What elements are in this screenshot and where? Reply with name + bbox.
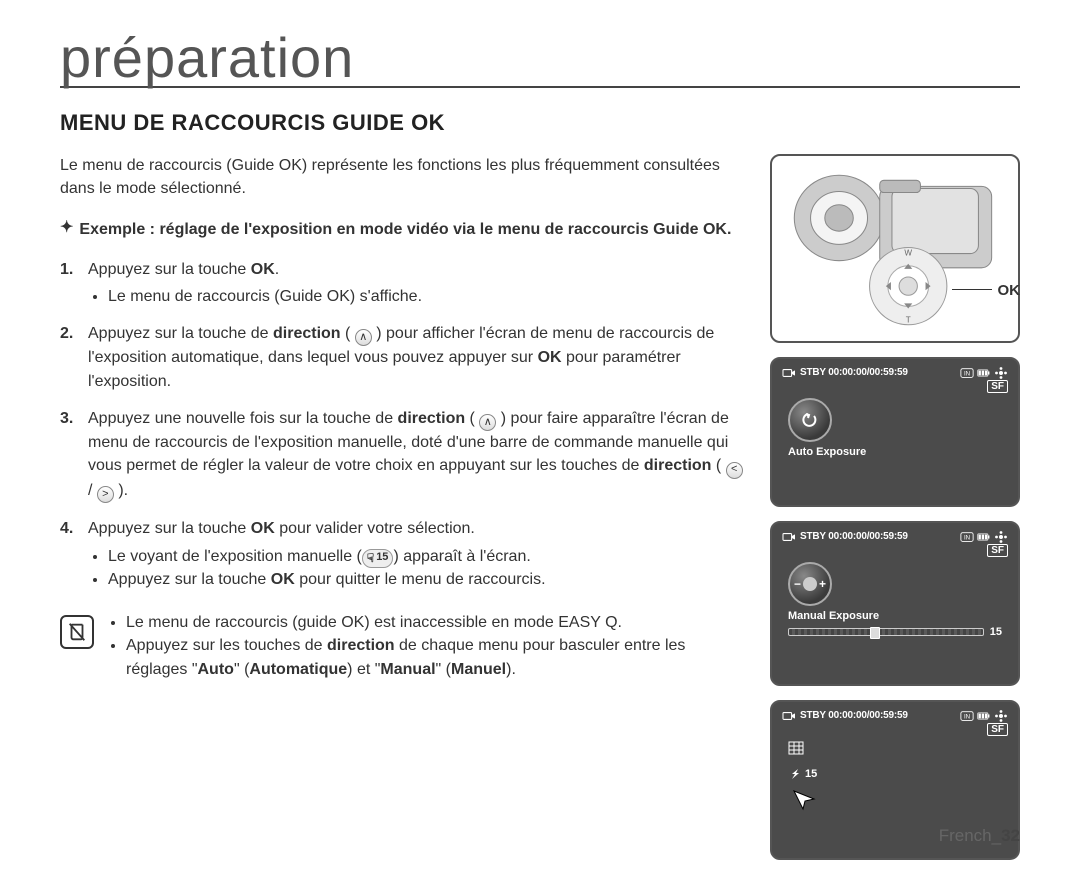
intro-text: Le menu de raccourcis (Guide OK) représe… <box>60 154 750 200</box>
svg-text:W: W <box>904 249 912 258</box>
memory-icon: IN <box>960 531 974 543</box>
memory-icon: IN <box>960 710 974 722</box>
screen-manual-exposure: STBY 00:00:00/00:59:59 IN SF −+ Manual E… <box>770 521 1020 686</box>
step-1: 1. Appuyez sur la touche OK. Le menu de … <box>60 258 750 308</box>
return-button <box>788 398 832 442</box>
section-heading: MENU DE RACCOURCIS GUIDE OK <box>60 110 1020 136</box>
svg-text:IN: IN <box>964 714 970 721</box>
grid-icon <box>788 741 804 755</box>
camera-icon <box>782 531 796 543</box>
exposure-value: 15 <box>990 626 1002 638</box>
flower-icon <box>994 710 1008 722</box>
flower-icon <box>994 367 1008 379</box>
manual-exposure-icon: ☟15 <box>362 549 394 568</box>
exposure-slider <box>788 628 984 636</box>
camera-icon <box>782 710 796 722</box>
plus-minus-button: −+ <box>788 562 832 606</box>
cursor-icon <box>792 789 818 811</box>
step-2: 2. Appuyez sur la touche de direction ( … <box>60 322 750 393</box>
up-arrow-icon: ∧ <box>479 414 496 431</box>
step-4: 4. Appuyez sur la touche OK pour valider… <box>60 517 750 591</box>
right-arrow-icon: > <box>97 486 114 503</box>
sf-badge: SF <box>987 380 1008 393</box>
screen-auto-exposure: STBY 00:00:00/00:59:59 IN SF Auto Exposu… <box>770 357 1020 507</box>
svg-text:T: T <box>906 316 911 325</box>
battery-icon <box>977 367 991 379</box>
camera-diagram: W T OK <box>770 154 1020 343</box>
battery-icon <box>977 531 991 543</box>
left-arrow-icon: < <box>726 462 743 479</box>
sf-badge: SF <box>987 544 1008 557</box>
svg-text:IN: IN <box>964 371 970 378</box>
note-bullets: Le menu de raccourcis (guide OK) est ina… <box>126 611 750 681</box>
sf-badge: SF <box>987 723 1008 736</box>
auto-exposure-label: Auto Exposure <box>788 446 1008 458</box>
camera-icon <box>782 367 796 379</box>
note-icon <box>60 615 94 649</box>
battery-icon <box>977 710 991 722</box>
flower-icon <box>994 531 1008 543</box>
svg-text:IN: IN <box>964 535 970 542</box>
page-title: préparation <box>60 30 364 86</box>
manual-exposure-label: Manual Exposure <box>788 610 1008 622</box>
ok-label: OK <box>998 282 1021 299</box>
exposure-indicator: 15 <box>788 767 1008 781</box>
star-icon: ✦ <box>60 218 73 241</box>
page-footer: French_32 <box>939 826 1020 846</box>
example-heading: ✦ Exemple : réglage de l'exposition en m… <box>60 218 750 241</box>
up-arrow-icon: ∧ <box>355 329 372 346</box>
step-3: 3. Appuyez une nouvelle fois sur la touc… <box>60 407 750 504</box>
memory-icon: IN <box>960 367 974 379</box>
